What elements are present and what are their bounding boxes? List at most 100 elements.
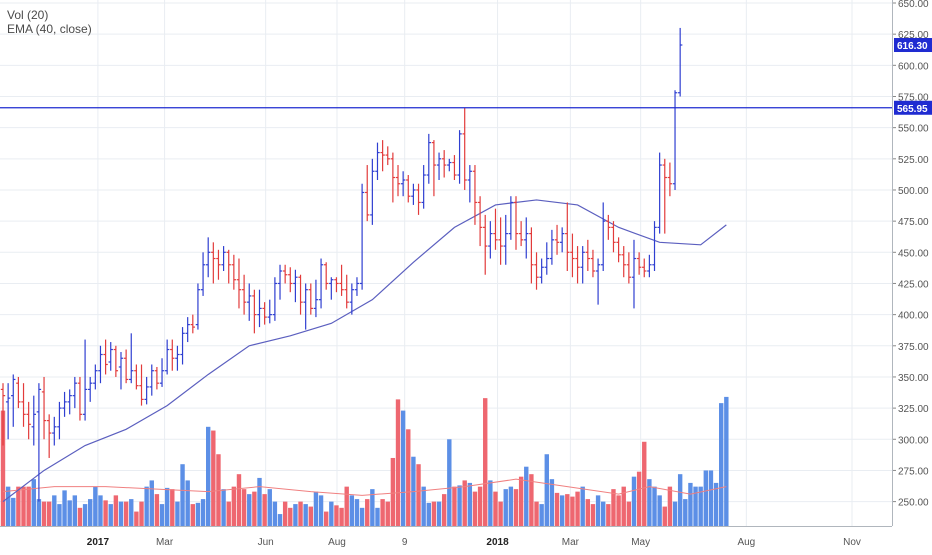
volume-bar [82, 504, 88, 526]
ohlc-bar [308, 283, 313, 315]
volume-bar [134, 511, 139, 526]
ohlc-bar [380, 140, 385, 172]
ohlc-bar [62, 391, 67, 417]
y-tick-label: 400.00 [898, 311, 929, 322]
volume-bar [175, 501, 180, 526]
volume-bar [390, 457, 396, 526]
volume-bar [0, 410, 6, 526]
ohlc-bar [529, 227, 534, 284]
x-tick-label: 9 [402, 537, 408, 548]
volume-bar [585, 499, 591, 526]
ohlc-bar [57, 401, 62, 440]
ohlc-bar [329, 277, 334, 300]
ohlc-bar [98, 345, 103, 384]
ohlc-bar [390, 152, 396, 203]
volume-bar [554, 492, 560, 526]
volume-bar [11, 497, 16, 526]
ohlc-bar [580, 246, 585, 284]
ohlc-bar [293, 269, 298, 303]
y-tick-label: 625.00 [898, 30, 929, 41]
y-tick-label: 275.00 [898, 466, 929, 477]
volume-bar [508, 486, 514, 526]
volume-bar [154, 494, 160, 526]
volume-bar [693, 486, 698, 526]
ohlc-bar [334, 277, 339, 293]
ohlc-bar [144, 376, 149, 405]
volume-bar [318, 495, 324, 526]
ohlc-bar [549, 229, 555, 265]
ohlc-bar [503, 214, 508, 265]
y-tick-label: 575.00 [898, 92, 929, 103]
volume-bar [534, 501, 539, 526]
volume-bar [113, 495, 119, 526]
ohlc-bar [416, 183, 421, 215]
volume-bar [601, 501, 606, 526]
ema-legend-label[interactable]: EMA (40, close) [7, 22, 92, 36]
volume-bar [221, 489, 226, 526]
volume-bar [247, 494, 252, 526]
ohlc-bar [241, 274, 247, 315]
ohlc-bar [0, 383, 6, 446]
ohlc-bar [606, 214, 611, 240]
ohlc-bar [175, 345, 180, 371]
volume-bar [713, 482, 719, 526]
ema-line [2, 199, 727, 503]
volume-bar [365, 499, 370, 526]
volume-bar [708, 470, 714, 526]
volume-bar [683, 499, 688, 526]
volume-bar [52, 495, 57, 526]
volume-bar [267, 489, 272, 526]
y-tick-label: 325.00 [898, 404, 929, 415]
ohlc-bar [267, 299, 272, 324]
volume-bar [206, 426, 211, 526]
ohlc-bar [621, 246, 626, 278]
volume-bar [103, 500, 108, 526]
volume-bar [226, 501, 231, 526]
volume-bar [375, 507, 380, 526]
volume-bar [129, 499, 134, 526]
ohlc-bars [0, 27, 683, 502]
hline-price-label: 565.95 [894, 100, 932, 115]
ohlc-bar [395, 165, 401, 197]
volume-bar [41, 501, 47, 526]
volume-bar [303, 504, 308, 526]
ohlc-bar [406, 175, 411, 203]
ohlc-bar [36, 383, 42, 502]
volume-bar [262, 494, 267, 526]
ohlc-bar [426, 133, 431, 184]
ohlc-bar [247, 283, 252, 321]
x-tick-label: 2018 [486, 537, 509, 548]
y-tick-label: 250.00 [898, 498, 929, 509]
volume-bar [98, 495, 103, 526]
volume-bar [282, 501, 288, 526]
volume-bar [580, 486, 585, 526]
ohlc-bar [288, 267, 293, 293]
ohlc-bar [590, 249, 596, 278]
ohlc-bar [575, 246, 580, 284]
y-tick-label: 450.00 [898, 248, 929, 259]
y-tick-label: 425.00 [898, 279, 929, 290]
ohlc-bar [262, 302, 267, 325]
volume-bar [647, 479, 652, 526]
volume-bar [565, 494, 570, 526]
ohlc-bar [31, 395, 36, 446]
volume-bar [159, 504, 165, 526]
volume-bar [236, 474, 242, 526]
volume-bar [426, 502, 431, 526]
ohlc-bar [524, 217, 529, 259]
volume-bar [472, 491, 478, 526]
ohlc-bar [282, 264, 288, 284]
grid-lines [0, 0, 892, 526]
volume-bar [652, 486, 657, 526]
volume-bar [570, 496, 575, 526]
ohlc-bar [559, 227, 565, 253]
ohlc-bar [139, 364, 144, 406]
ohlc-bar [601, 202, 606, 271]
volume-bar [611, 489, 616, 526]
legend: Vol (20) EMA (40, close) [7, 8, 92, 36]
y-tick-label: 475.00 [898, 217, 929, 228]
ohlc-bar [672, 90, 678, 190]
volume-legend-label[interactable]: Vol (20) [7, 8, 49, 22]
